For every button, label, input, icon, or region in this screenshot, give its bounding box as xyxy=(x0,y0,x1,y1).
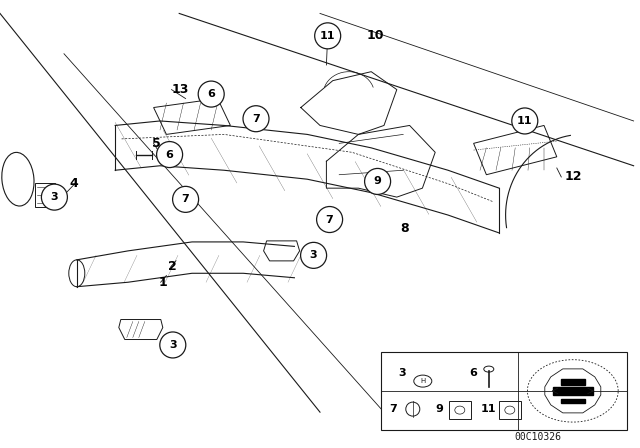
Bar xyxy=(381,352,627,430)
Text: 3: 3 xyxy=(310,250,317,260)
Circle shape xyxy=(317,207,342,233)
Circle shape xyxy=(198,81,224,107)
Bar xyxy=(553,387,593,395)
Text: 7: 7 xyxy=(388,404,397,414)
Text: 3: 3 xyxy=(169,340,177,350)
Circle shape xyxy=(157,142,182,168)
Circle shape xyxy=(160,332,186,358)
Bar xyxy=(561,379,585,385)
Circle shape xyxy=(512,108,538,134)
Text: 11: 11 xyxy=(481,404,496,414)
Circle shape xyxy=(315,23,340,49)
Text: 1: 1 xyxy=(159,276,168,289)
Circle shape xyxy=(173,186,198,212)
Circle shape xyxy=(42,184,67,210)
Text: 10: 10 xyxy=(367,29,384,43)
Text: 9: 9 xyxy=(374,177,381,186)
Text: H: H xyxy=(420,378,426,384)
Bar xyxy=(561,399,585,403)
Circle shape xyxy=(301,242,326,268)
Text: 3: 3 xyxy=(51,192,58,202)
Circle shape xyxy=(365,168,390,194)
Text: 00C10326: 00C10326 xyxy=(514,432,561,442)
Text: 7: 7 xyxy=(182,194,189,204)
Bar xyxy=(499,401,521,419)
Text: 9: 9 xyxy=(436,404,444,414)
Text: 8: 8 xyxy=(400,222,408,235)
Text: 7: 7 xyxy=(326,215,333,224)
Text: 4: 4 xyxy=(69,177,78,190)
Text: 12: 12 xyxy=(564,170,582,184)
Bar xyxy=(449,401,471,419)
Circle shape xyxy=(243,106,269,132)
Text: 6: 6 xyxy=(207,89,215,99)
Text: 13: 13 xyxy=(172,83,189,96)
Text: 7: 7 xyxy=(252,114,260,124)
Text: 11: 11 xyxy=(517,116,532,126)
Text: 6: 6 xyxy=(468,368,477,378)
Text: 5: 5 xyxy=(152,137,161,150)
Text: 11: 11 xyxy=(320,31,335,41)
Text: 2: 2 xyxy=(168,260,177,273)
Text: 3: 3 xyxy=(399,368,406,378)
Text: 6: 6 xyxy=(166,150,173,159)
